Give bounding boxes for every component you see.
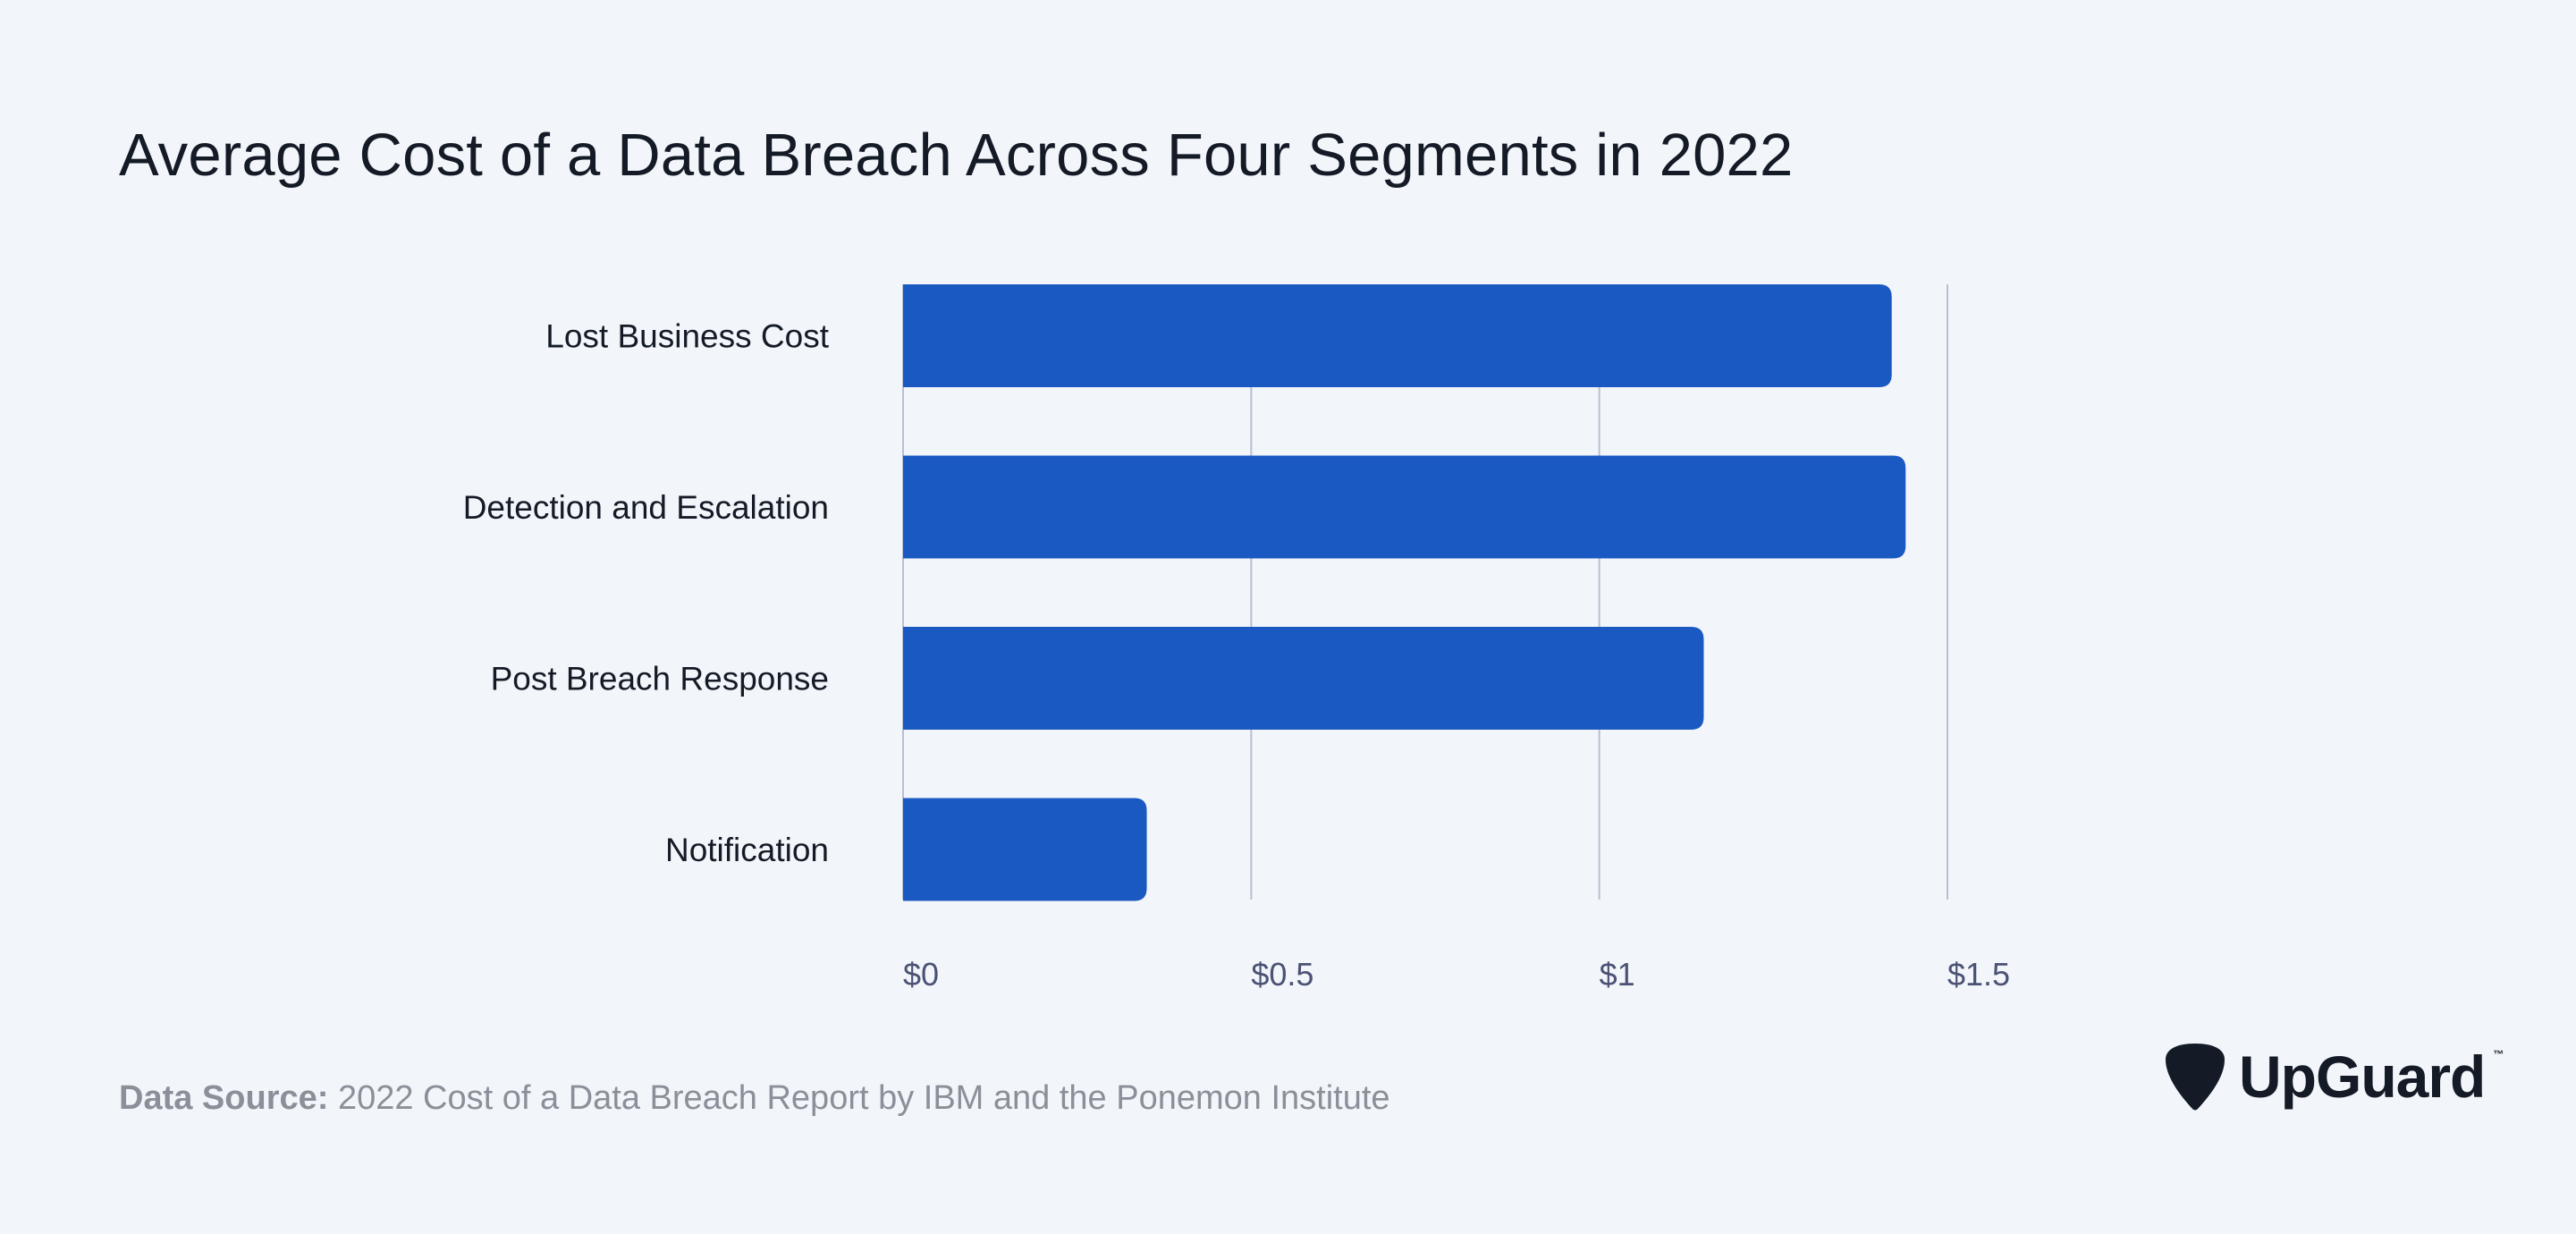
bar bbox=[903, 627, 1704, 730]
bar bbox=[903, 455, 1906, 559]
x-tick-label: $0.5 bbox=[1251, 956, 1313, 993]
data-source-label: Data Source: bbox=[119, 1079, 329, 1117]
x-axis-tick-labels: $0 $0.5 $1 $1.5 bbox=[903, 956, 2010, 993]
category-label: Lost Business Cost bbox=[545, 318, 829, 355]
data-source-text: 2022 Cost of a Data Breach Report by IBM… bbox=[337, 1079, 1390, 1117]
category-label: Post Breach Response bbox=[491, 661, 829, 697]
category-labels: Lost Business Cost Detection and Escalati… bbox=[463, 318, 830, 869]
chart-title: Average Cost of a Data Breach Across Fou… bbox=[119, 122, 1794, 189]
brand-name: UpGuard ™ bbox=[2239, 1044, 2504, 1110]
category-label: Detection and Escalation bbox=[463, 489, 829, 526]
bar bbox=[903, 284, 1892, 387]
x-tick-label: $1 bbox=[1600, 956, 1635, 993]
bar bbox=[903, 798, 1147, 901]
x-tick-label: $0 bbox=[903, 956, 939, 993]
trademark-symbol: ™ bbox=[2493, 1048, 2504, 1061]
guitar-pick-icon bbox=[2166, 1044, 2225, 1111]
category-label: Notification bbox=[665, 832, 829, 868]
data-source-note: Data Source: 2022 Cost of a Data Breach … bbox=[119, 1079, 1390, 1118]
brand-logo: UpGuard ™ bbox=[2164, 1042, 2504, 1111]
bars bbox=[903, 284, 1906, 901]
x-tick-label: $1.5 bbox=[1947, 956, 2010, 993]
